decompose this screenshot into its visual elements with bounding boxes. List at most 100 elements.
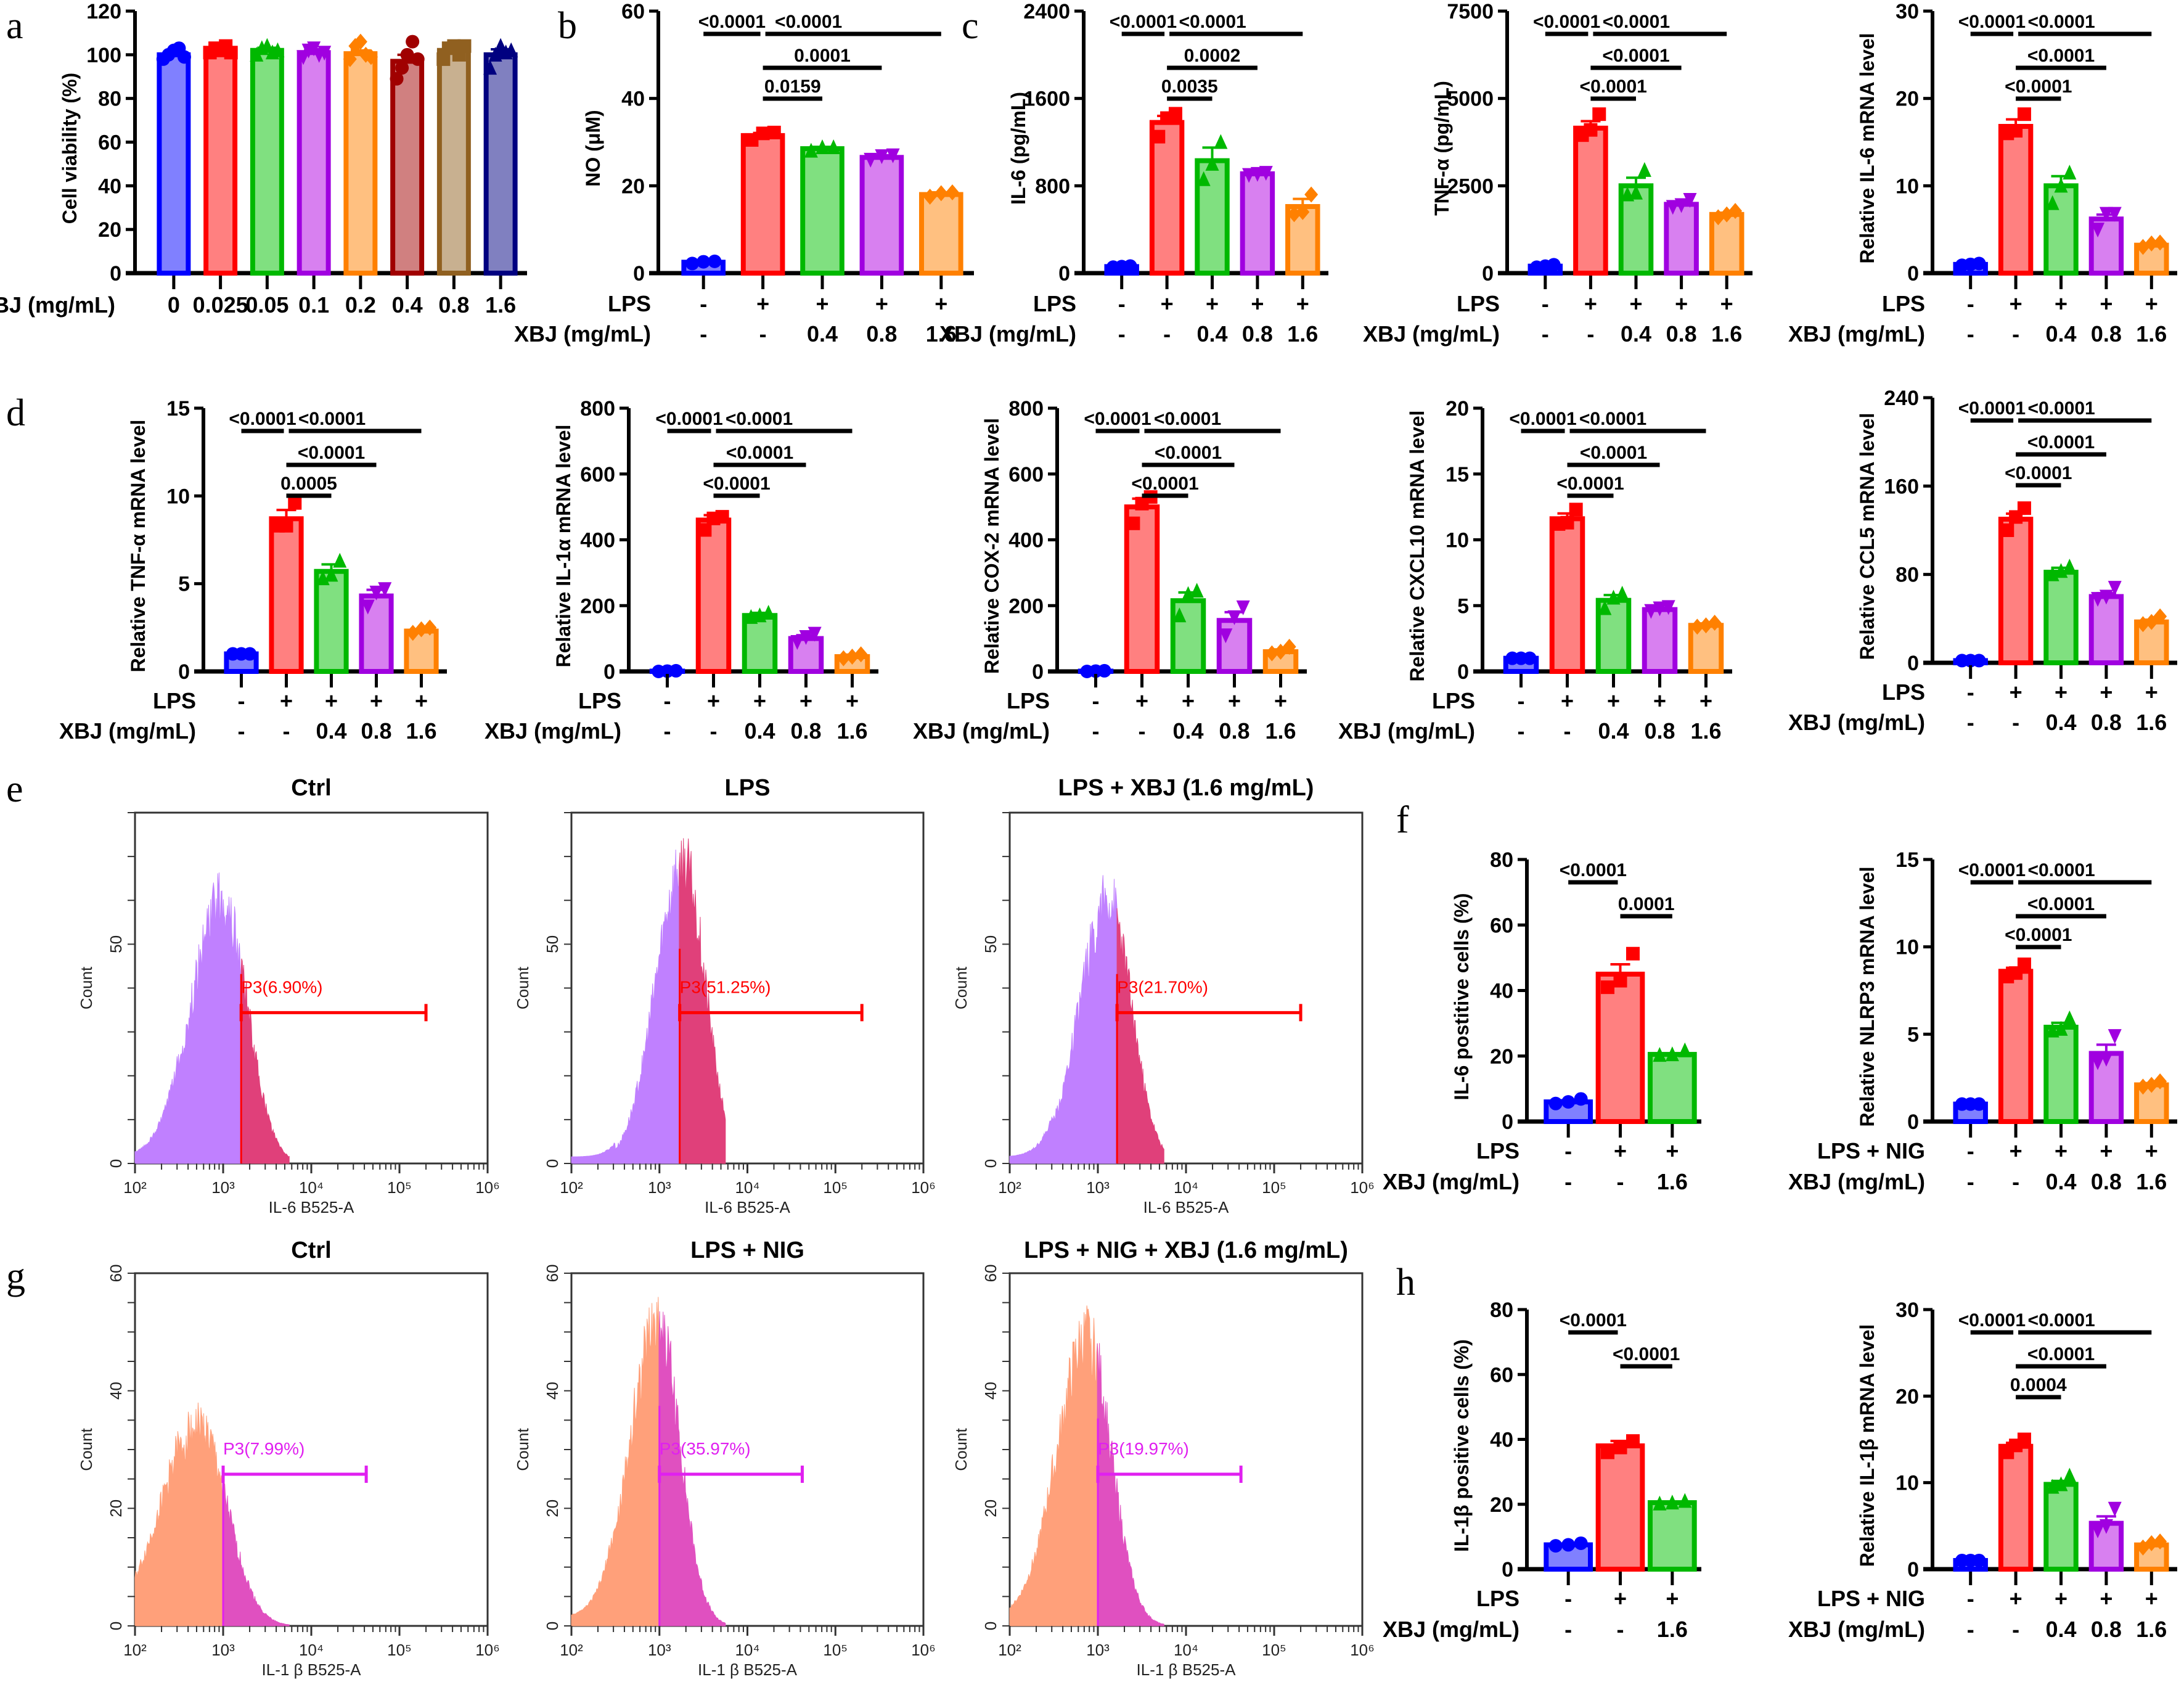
row-value: 0.025 [193, 292, 248, 318]
data-point [369, 585, 383, 601]
p-value-label: <0.0001 [703, 474, 770, 494]
row-value: + [935, 291, 947, 316]
row-value: 1.6 [1265, 718, 1296, 744]
data-point [1665, 1495, 1679, 1510]
row-value: + [1675, 291, 1688, 316]
data-point [799, 630, 813, 645]
x-tick-label: 10⁵ [387, 1641, 412, 1659]
row-value: - [2012, 321, 2019, 347]
y-tick-label: 40 [107, 1382, 125, 1400]
p-value-label: 0.0002 [1184, 46, 1241, 66]
data-point [2017, 1432, 2031, 1446]
row-value: 0.8 [361, 718, 391, 744]
row-value: 0.8 [2091, 710, 2122, 735]
row-value: - [710, 718, 718, 744]
data-point [378, 582, 392, 597]
x-axis-label: IL-6 B525-A [705, 1198, 790, 1216]
data-point [1219, 628, 1233, 644]
row-value: - [1163, 321, 1171, 347]
row-label: XBJ (mg/mL) [1788, 321, 1925, 347]
row-value: + [2055, 291, 2067, 316]
x-tick-label: 10³ [1086, 1641, 1110, 1659]
x-tick-label: 10⁴ [1174, 1178, 1198, 1197]
data-point [945, 184, 959, 200]
data-point [1972, 1553, 1986, 1567]
data-point [2099, 589, 2113, 605]
bar [2043, 1482, 2079, 1572]
histogram-positive-region [658, 1311, 726, 1627]
x-tick-label: 10⁵ [1262, 1641, 1286, 1659]
data-point [886, 148, 900, 163]
panel-label-a: a [6, 5, 23, 47]
chart-e3: LPS + XBJ (1.6 mg/mL) P3(21.70%) 10² 10³ 10⁴… [952, 775, 1375, 1216]
data-point [1560, 515, 1574, 530]
data-point [816, 139, 829, 154]
data-point [2063, 165, 2077, 180]
bar [1664, 202, 1699, 276]
data-point [2145, 235, 2159, 252]
x-tick-label: 10⁵ [387, 1178, 412, 1197]
y-tick-label: 10 [1896, 936, 1919, 959]
row-value: 1.6 [1657, 1617, 1688, 1642]
row-value: + [1629, 291, 1642, 316]
p-value-label: <0.0001 [698, 12, 766, 32]
data-point [1683, 193, 1697, 208]
row-value: - [664, 718, 671, 744]
row-value: - [1617, 1617, 1624, 1642]
data-point [2063, 1010, 2077, 1025]
bar [1573, 125, 1608, 276]
data-point [2091, 592, 2105, 607]
row-value: - [1967, 1586, 1974, 1611]
y-tick-label: 0 [543, 1622, 562, 1630]
row-value: 0.4 [1598, 718, 1629, 744]
y-axis-label: Count [77, 1428, 96, 1471]
row-value: 1.6 [2136, 321, 2167, 347]
y-tick-label: 40 [981, 1382, 1000, 1400]
data-point [243, 647, 257, 661]
p-value-label: <0.0001 [1958, 1310, 2026, 1331]
row-label: XBJ (mg/mL) [485, 718, 621, 744]
p-value-label: 0.0035 [1161, 76, 1218, 97]
chart-c1: 0 800 1600 2400 IL-6 (pg/mL) LPS - + + + + XBJ (mg/… [939, 0, 1328, 347]
data-point [288, 496, 302, 510]
row-value: - [238, 688, 245, 713]
chart-h1: 0 20 40 60 80 IL-1β positive cells (%) LPS - + + X… [1383, 1298, 1701, 1642]
data-point [488, 46, 502, 62]
x-axis-label: IL-1 β B525-A [1137, 1660, 1237, 1679]
row-value: 1.6 [406, 718, 436, 744]
bar [1595, 1443, 1645, 1572]
data-point [790, 634, 804, 650]
row-label: XBJ (mg/mL) [0, 292, 115, 318]
row-label: XBJ (mg/mL) [1383, 1169, 1519, 1194]
y-axis-label: Count [77, 966, 96, 1009]
data-point [1972, 256, 1986, 271]
data-point [1172, 607, 1187, 623]
data-point [177, 50, 191, 64]
y-tick-label: 0 [107, 1622, 125, 1630]
data-point [1592, 107, 1606, 121]
panel-label-f: f [1396, 799, 1409, 841]
data-point [2054, 563, 2068, 578]
y-tick-label: 60 [981, 1265, 1000, 1282]
data-point [1574, 1536, 1588, 1550]
p-value-label: <0.0001 [1154, 409, 1221, 429]
data-point [1123, 259, 1137, 273]
data-point [1569, 503, 1583, 517]
row-value: 1.6 [485, 292, 516, 318]
row-value: - [1564, 1617, 1572, 1642]
row-value: + [2145, 1586, 2158, 1611]
row-value: - [238, 718, 245, 744]
y-tick-label: 0 [1058, 262, 1070, 285]
row-value: 0.4 [744, 718, 775, 744]
histogram-positive-region [222, 1480, 290, 1627]
p-value-label: <0.0001 [1179, 12, 1246, 32]
bar [1240, 171, 1275, 276]
data-point [1674, 198, 1688, 213]
x-tick-label: 10⁵ [823, 1641, 848, 1659]
data-point [804, 142, 818, 158]
y-tick-label: 20 [98, 218, 121, 242]
chart-a: 0 20 40 60 80 100 120 Cell viability (%) XBJ (mg… [0, 0, 527, 318]
y-tick-label: 0 [1907, 262, 1919, 285]
p-value-label: <0.0001 [2027, 12, 2095, 32]
